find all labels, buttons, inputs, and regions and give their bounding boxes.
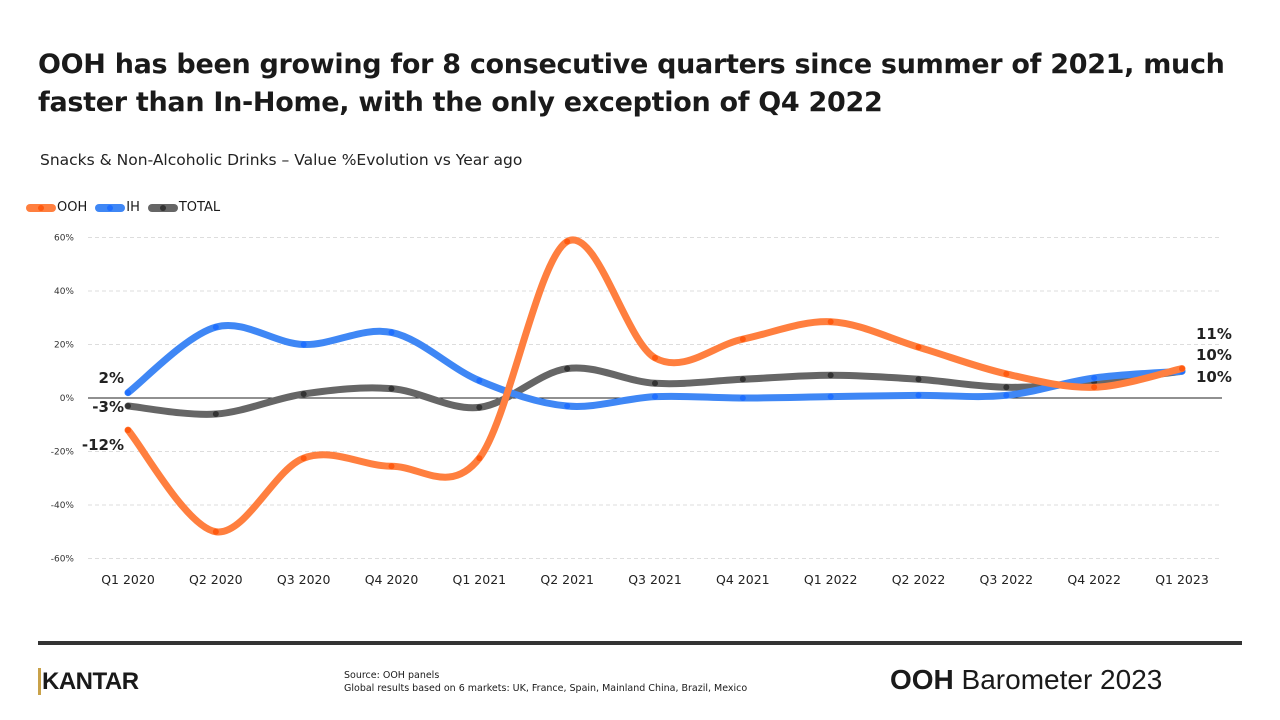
y-tick-label: -40% [51,501,75,511]
data-point-ooh [1003,370,1010,377]
source-line: Source: OOH panels [344,670,440,681]
data-point-total [1003,384,1010,391]
data-point-total [739,376,746,383]
data-point-ih [1091,374,1098,381]
data-point-total [212,411,219,418]
x-tick-label: Q4 2020 [365,572,419,587]
y-tick-label: -20% [51,448,75,458]
data-point-ooh [1091,384,1098,391]
start-label-total: -3% [92,398,124,416]
data-point-ih [476,377,483,384]
logo-text: KANTAR [38,668,139,695]
data-point-total [827,372,834,379]
brand-bold: OOH [890,664,954,695]
data-point-ooh [300,455,307,462]
x-tick-label: Q4 2022 [1067,572,1121,587]
markets-line: Global results based on 6 markets: UK, F… [344,683,748,694]
data-point-total [388,385,395,392]
data-point-total [915,376,922,383]
data-point-ih [652,393,658,400]
legend-swatch [95,203,126,212]
data-point-ih [564,403,571,410]
x-tick-label: Q3 2021 [628,572,682,587]
x-tick-label: Q2 2021 [540,572,594,587]
end-label-ooh: 11% [1196,325,1232,343]
legend-item-ih: IH [95,200,140,215]
end-label-total: 10% [1196,368,1232,386]
y-tick-label: 60% [54,234,74,244]
legend-item-total: TOTAL [147,200,221,215]
y-tick-label: -60% [51,555,75,565]
x-tick-label: Q1 2023 [1155,572,1209,587]
data-point-ih [739,395,746,401]
data-point-ooh [739,336,746,343]
x-tick-label: Q2 2020 [189,572,243,587]
x-tick-label: Q3 2022 [980,572,1034,587]
source-note: Source: OOH panels Global results based … [344,669,747,695]
data-point-ooh [915,344,922,351]
x-tick-label: Q1 2022 [804,572,858,587]
data-point-total [564,365,571,372]
legend-swatch [147,203,178,212]
data-point-total [652,380,658,387]
start-label-ooh: -12% [82,436,124,454]
data-point-ooh [476,455,483,462]
data-point-ih [212,324,219,331]
chart-legend: OOH IH TOTAL [26,200,220,215]
x-tick-label: Q2 2022 [892,572,946,587]
data-point-total [300,390,307,397]
data-point-ooh [827,318,834,325]
data-point-ooh [388,463,395,470]
legend-label: OOH [57,200,88,215]
footer-divider [38,641,1242,645]
page-title: OOH has been growing for 8 consecutive q… [38,49,1225,118]
data-point-ih [1003,392,1010,399]
y-tick-label: 40% [54,287,74,297]
data-point-total [476,404,483,411]
x-tick-label: Q3 2020 [277,572,331,587]
legend-item-ooh: OOH [26,200,87,215]
line-chart: 60% 40% 20% 0% -20% -40% -60% Q1 2020 Q2 2020 Q3 … [51,234,1232,588]
data-point-ih [125,389,131,396]
legend-label: TOTAL [178,200,221,215]
data-point-ih [915,392,922,399]
y-tick-label: 0% [60,394,75,404]
data-point-ooh [652,354,658,361]
data-point-total [125,403,131,410]
x-tick-label: Q4 2021 [716,572,770,587]
data-point-ih [827,393,834,400]
data-point-ooh [564,238,571,245]
data-point-ih [300,341,307,348]
brand-rest: Barometer 2023 [953,664,1163,695]
legend-swatch [26,203,56,212]
chart-subtitle: Snacks & Non-Alcoholic Drinks – Value %E… [40,151,523,169]
start-label-ih: 2% [99,369,124,387]
data-point-ooh [212,528,219,535]
kantar-logo: KANTAR [38,668,139,696]
legend-label: IH [126,200,140,215]
data-point-ooh [1179,365,1185,372]
end-label-ih: 10% [1196,346,1232,364]
data-point-ih [388,329,395,336]
barometer-brand: OOH Barometer 2023 [890,664,1162,696]
data-point-ooh [125,427,131,434]
x-tick-label: Q1 2021 [453,572,507,587]
x-tick-label: Q1 2020 [101,572,155,587]
y-tick-label: 20% [54,341,74,351]
